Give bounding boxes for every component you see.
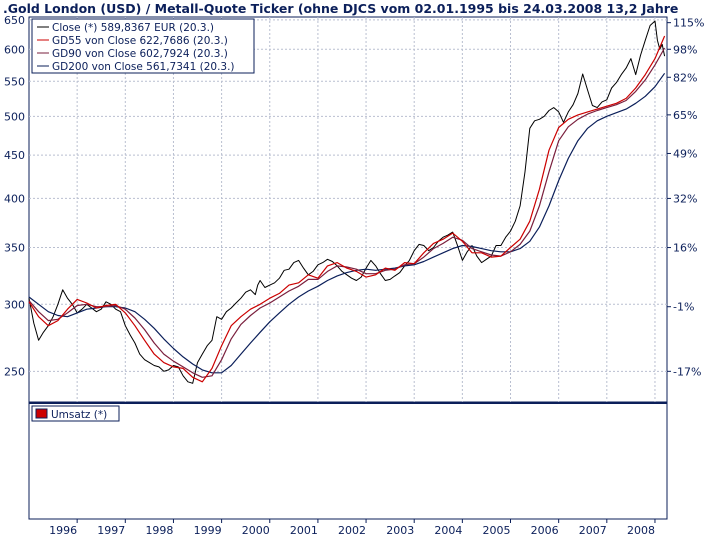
x-tick-label: 1996 xyxy=(49,524,77,537)
chart-title: .Gold London (USD) / Metall-Quote Ticker… xyxy=(3,1,678,16)
x-axis: 1996 1997 1998 1999 2000 2001 2002 2003 2004 2005… xyxy=(49,519,656,537)
volume-legend-box xyxy=(31,405,120,422)
series-line-1 xyxy=(28,35,666,383)
legend-box xyxy=(31,18,255,74)
y-tick-label: 300 xyxy=(4,298,25,311)
y-axis-right: 115% 98% 82% 65% 49% 32% 16% -1% -17% xyxy=(667,17,704,378)
y-right-tick-label: -17% xyxy=(673,365,701,378)
legend-entry-gd200: GD200 von Close 561,7341 (20.3.) xyxy=(52,61,235,73)
volume-panel-frame xyxy=(28,402,668,520)
y-tick-label: 550 xyxy=(4,75,25,88)
y-right-tick-label: 32% xyxy=(673,192,697,205)
y-right-tick-label: 65% xyxy=(673,109,697,122)
legend-entry-gd55: GD55 von Close 622,7686 (20.3.) xyxy=(52,35,228,47)
y-tick-label: 350 xyxy=(4,242,25,255)
series-layer xyxy=(28,20,666,384)
volume-legend-label: Umsatz (*) xyxy=(51,409,107,421)
x-tick-label: 1998 xyxy=(145,524,173,537)
volume-legend-swatch xyxy=(35,408,48,419)
series-line-0 xyxy=(28,20,666,384)
y-right-tick-label: -1% xyxy=(673,301,694,314)
x-tick-label: 2002 xyxy=(338,524,366,537)
x-tick-label: 1999 xyxy=(194,524,222,537)
y-tick-label: 400 xyxy=(4,192,25,205)
y-axis-left: 250 300 350 400 450 500 550 600 650 xyxy=(4,14,25,379)
x-tick-label: 2006 xyxy=(531,524,559,537)
volume-legend: Umsatz (*) xyxy=(31,405,120,422)
x-tick-label: 2003 xyxy=(386,524,414,537)
y-tick-label: 450 xyxy=(4,149,25,162)
y-right-tick-label: 49% xyxy=(673,147,697,160)
y-right-tick-label: 115% xyxy=(673,17,704,30)
x-tick-label: 2000 xyxy=(242,524,270,537)
series-line-2 xyxy=(28,47,666,378)
legend-entry-close: Close (*) 589,8367 EUR (20.3.) xyxy=(52,22,214,34)
legend: Close (*) 589,8367 EUR (20.3.) GD55 von … xyxy=(31,18,255,74)
y-tick-label: 650 xyxy=(4,14,25,27)
x-tick-label: 2001 xyxy=(290,524,318,537)
x-tick-label: 1997 xyxy=(97,524,125,537)
x-tick-label: 2008 xyxy=(627,524,655,537)
price-panel-frame xyxy=(28,16,668,403)
series-line-3 xyxy=(28,72,666,374)
y-tick-label: 600 xyxy=(4,43,25,56)
x-tick-label: 2005 xyxy=(483,524,511,537)
y-right-tick-label: 82% xyxy=(673,71,697,84)
x-tick-label: 2007 xyxy=(579,524,607,537)
y-tick-label: 250 xyxy=(4,365,25,378)
legend-entry-gd90: GD90 von Close 602,7924 (20.3.) xyxy=(52,48,228,60)
y-tick-label: 500 xyxy=(4,110,25,123)
x-tick-label: 2004 xyxy=(434,524,462,537)
y-right-tick-label: 98% xyxy=(673,43,697,56)
y-right-tick-label: 16% xyxy=(673,242,697,255)
